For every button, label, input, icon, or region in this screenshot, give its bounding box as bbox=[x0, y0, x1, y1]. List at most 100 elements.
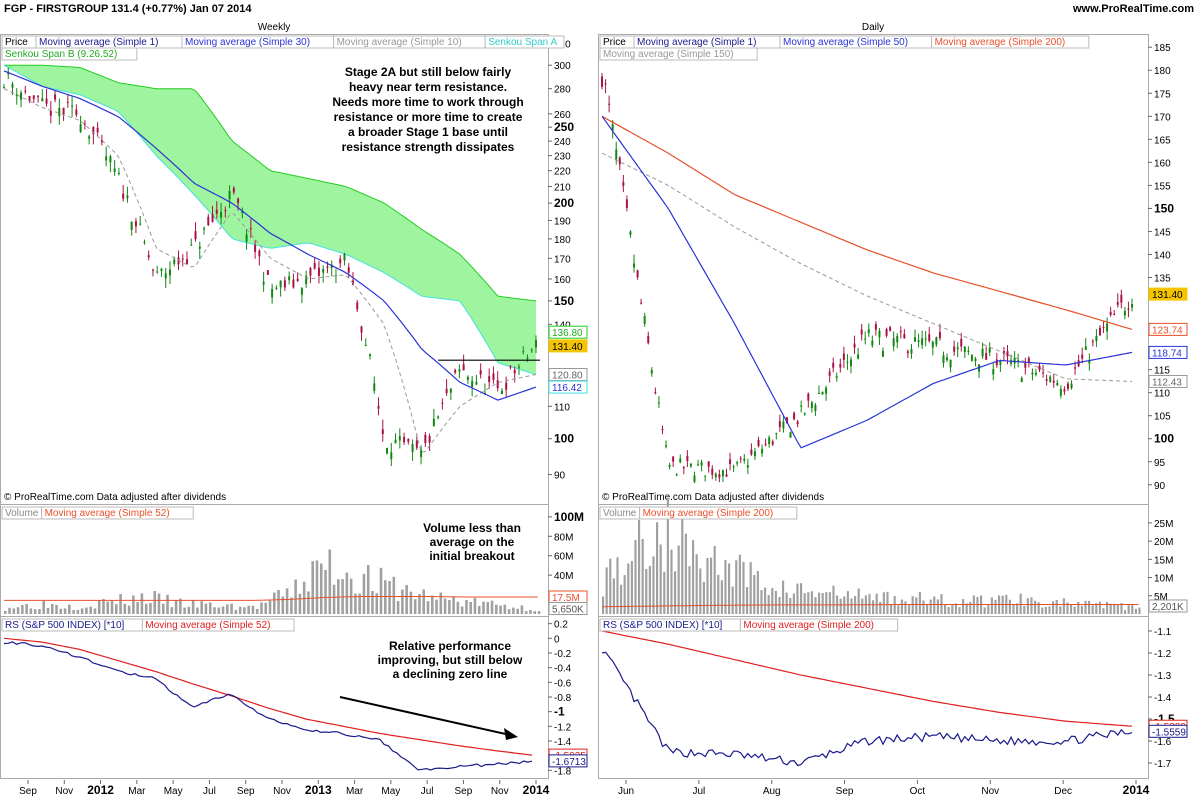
weekly-price-value-tag-label: 116.42 bbox=[552, 383, 582, 394]
daily-candle bbox=[825, 387, 828, 394]
daily-candle bbox=[1098, 327, 1101, 336]
weekly-candle bbox=[488, 376, 491, 383]
weekly-volume-bar bbox=[170, 607, 174, 614]
daily-volume-bar bbox=[695, 554, 698, 614]
daily-volume-bar bbox=[1048, 606, 1051, 614]
daily-candle bbox=[867, 329, 870, 334]
weekly-volume-bar bbox=[495, 604, 498, 614]
weekly-candle bbox=[505, 382, 508, 390]
weekly-volume-bar bbox=[448, 600, 451, 614]
weekly-candle bbox=[11, 83, 14, 88]
daily-rs-value-tag bbox=[1148, 724, 1188, 738]
weekly-volume-bar bbox=[226, 604, 229, 614]
daily-candle bbox=[775, 433, 778, 435]
weekly-candle bbox=[326, 266, 329, 268]
daily-volume-bar bbox=[1012, 604, 1015, 614]
daily-candle bbox=[1088, 360, 1091, 364]
weekly-volume-bar bbox=[452, 596, 455, 614]
weekly-x-label: Sep bbox=[455, 786, 473, 797]
weekly-volume-bar bbox=[106, 601, 110, 614]
weekly-candle bbox=[492, 373, 495, 380]
daily-volume-bar bbox=[1098, 601, 1101, 614]
daily-candle bbox=[814, 404, 817, 412]
senkou-span-a-line bbox=[3, 64, 537, 375]
weekly-candle bbox=[432, 418, 435, 426]
daily-volume-bar bbox=[918, 591, 921, 614]
daily-candle bbox=[953, 346, 956, 352]
weekly-price-annotation: resistance strength dissipates bbox=[342, 140, 515, 154]
daily-volume-bar bbox=[634, 540, 637, 614]
weekly-candle bbox=[134, 221, 137, 227]
daily-candle bbox=[835, 376, 838, 378]
weekly-price-tick-label: 160 bbox=[554, 275, 571, 286]
weekly-candle bbox=[500, 390, 503, 395]
daily-candle bbox=[1045, 379, 1048, 381]
daily-volume-bar bbox=[674, 571, 677, 614]
weekly-x-label: Sep bbox=[237, 786, 255, 797]
daily-candle bbox=[761, 448, 764, 454]
weekly-volume-bar bbox=[217, 607, 221, 614]
daily-volume-bar bbox=[792, 593, 795, 614]
daily-volume-bar bbox=[666, 498, 669, 614]
daily-volume-bar bbox=[1127, 605, 1130, 614]
daily-candle bbox=[992, 369, 995, 375]
daily-candle bbox=[1002, 351, 1005, 355]
daily-rs-tick-label: -1.6 bbox=[1154, 737, 1172, 748]
daily-volume-bar bbox=[908, 604, 911, 614]
daily-price-legend-box bbox=[931, 35, 1090, 49]
weekly-volume-bar bbox=[230, 603, 233, 614]
daily-volume-bar bbox=[944, 604, 947, 614]
daily-x-label: Jul bbox=[692, 786, 705, 797]
weekly-candle bbox=[347, 267, 350, 273]
weekly-candle bbox=[309, 268, 312, 276]
daily-volume-bar bbox=[969, 601, 972, 614]
daily-price-legend-item: Moving average (Simple 50) bbox=[783, 37, 908, 48]
daily-candle bbox=[807, 393, 810, 401]
weekly-volume-bar bbox=[362, 573, 366, 614]
weekly-candle bbox=[122, 193, 125, 199]
weekly-candle bbox=[147, 255, 150, 258]
daily-candle bbox=[960, 338, 963, 347]
daily-rs-panel bbox=[598, 616, 1149, 779]
weekly-price-legend-box bbox=[1, 47, 138, 61]
daily-price-value-tag bbox=[1148, 374, 1188, 388]
weekly-volume-bar bbox=[260, 602, 263, 614]
weekly-copyright: © ProRealTime.com Data adjusted after di… bbox=[4, 492, 226, 503]
daily-price-tick-label: 90 bbox=[1154, 481, 1166, 492]
weekly-candle bbox=[49, 110, 52, 116]
daily-volume-bar bbox=[702, 581, 705, 614]
weekly-volume-bar bbox=[191, 600, 195, 614]
weekly-volume-bar bbox=[401, 589, 404, 614]
weekly-rs-tick-label: -0.6 bbox=[554, 678, 572, 689]
weekly-candle bbox=[275, 287, 278, 289]
weekly-rs-legend-box bbox=[141, 618, 295, 632]
daily-volume-bar bbox=[749, 562, 752, 614]
weekly-candle bbox=[100, 139, 103, 143]
daily-volume-legend-item: Moving average (Simple 200) bbox=[643, 508, 774, 519]
weekly-volume-bar bbox=[179, 598, 182, 614]
weekly-price-legend-item: Price bbox=[5, 37, 28, 48]
daily-price-legend-item: Moving average (Simple 200) bbox=[935, 37, 1066, 48]
weekly-rs-tick-label: -1.2 bbox=[554, 722, 572, 733]
weekly-volume-bar bbox=[366, 565, 370, 614]
daily-volume-panel bbox=[598, 504, 1149, 617]
daily-volume-bar bbox=[915, 597, 918, 614]
weekly-candle bbox=[58, 107, 61, 117]
daily-volume-bar bbox=[897, 605, 900, 614]
weekly-candle bbox=[164, 273, 167, 279]
daily-volume-bar bbox=[1023, 605, 1026, 614]
weekly-volume-bar bbox=[166, 594, 169, 614]
daily-candle bbox=[1013, 357, 1016, 364]
daily-candle bbox=[771, 441, 774, 445]
site-label[interactable]: www.ProRealTime.com bbox=[1072, 3, 1194, 15]
weekly-volume-bar bbox=[110, 600, 114, 614]
weekly-x-label: 2013 bbox=[305, 783, 332, 797]
weekly-volume-bar bbox=[149, 602, 152, 614]
daily-volume-bar bbox=[760, 590, 763, 614]
daily-x-label: Sep bbox=[836, 786, 854, 797]
weekly-volume-bar bbox=[251, 605, 255, 614]
weekly-candle bbox=[279, 280, 282, 288]
weekly-candle bbox=[305, 275, 308, 285]
weekly-candle bbox=[356, 302, 359, 310]
daily-volume-tick-label: 5M bbox=[1154, 592, 1168, 603]
